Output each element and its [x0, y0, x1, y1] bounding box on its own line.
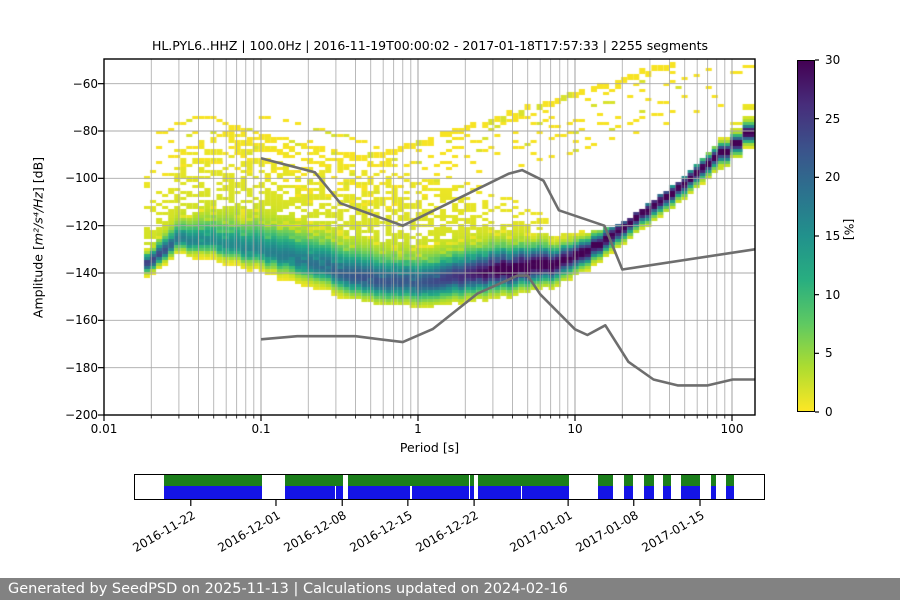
- availability-green-segment: [726, 475, 734, 486]
- y-axis-label: Amplitude [m²/s⁴/Hz] [dB]: [31, 108, 46, 368]
- availability-blue-segment: [470, 486, 474, 499]
- y-axis-label-suffix: ] [dB]: [30, 156, 46, 193]
- x-tick-label: 1: [414, 422, 422, 436]
- colorbar-tick-label: 25: [825, 111, 841, 126]
- availability-blue-segment: [521, 486, 570, 499]
- x-tick-label: 0.01: [90, 422, 118, 436]
- peterson-high-noise-model-line: [260, 156, 756, 271]
- colorbar-tick-label: 10: [825, 287, 841, 302]
- availability-blue-segment: [624, 486, 633, 499]
- y-tick-label: −180: [65, 360, 98, 375]
- colorbar-tick-label: 30: [825, 53, 841, 67]
- availability-green-segment: [644, 475, 655, 486]
- availability-blue-segment: [726, 486, 734, 499]
- availability-green-segment: [663, 475, 671, 486]
- colorbar: [797, 60, 815, 412]
- availability-green-segment: [624, 475, 633, 486]
- ppsd-density-heatmap: [104, 59, 755, 415]
- y-axis-label-units: m²/s⁴/Hz: [30, 192, 46, 246]
- availability-blue-segment: [478, 486, 522, 499]
- y-axis-label-prefix: Amplitude [: [30, 245, 46, 319]
- availability-green-segment: [285, 475, 344, 486]
- x-tick-label: 100: [720, 422, 744, 436]
- colorbar-tick-label: 20: [825, 170, 841, 185]
- x-tick-label: 0.1: [251, 422, 271, 436]
- availability-blue-segment: [336, 486, 344, 499]
- colorbar-tick-label: 5: [825, 346, 833, 361]
- footer-text: Generated by SeedPSD on 2025-11-13 | Cal…: [8, 581, 568, 597]
- availability-blue-segment: [663, 486, 671, 499]
- availability-green-segment: [598, 475, 614, 486]
- availability-green-segment: [348, 475, 469, 486]
- availability-blue-segment: [164, 486, 262, 499]
- peterson-low-noise-model-line: [260, 274, 755, 387]
- y-tick-label: −160: [65, 313, 98, 328]
- colorbar-tick-label: 0: [825, 405, 833, 419]
- y-tick-label: −200: [65, 408, 98, 422]
- availability-blue-segment: [711, 486, 717, 499]
- x-axis-label: Period [s]: [399, 440, 460, 455]
- availability-green-segment: [680, 475, 700, 486]
- availability-blue-segment: [348, 486, 411, 499]
- y-tick-label: −140: [65, 266, 98, 280]
- y-tick-label: −80: [72, 124, 98, 138]
- footer-bar: Generated by SeedPSD on 2025-11-13 | Cal…: [0, 578, 900, 600]
- y-tick-label: −120: [65, 218, 98, 233]
- availability-bar: [134, 474, 765, 500]
- colorbar-tick-label: 15: [825, 229, 841, 243]
- availability-blue-segment: [644, 486, 655, 499]
- availability-green-segment: [711, 475, 717, 486]
- availability-green-segment: [470, 475, 474, 486]
- plot-title: HL.PYL6..HHZ | 100.0Hz | 2016-11-19T00:0…: [151, 38, 709, 53]
- y-tick-label: −60: [72, 76, 98, 91]
- availability-blue-segment: [598, 486, 614, 499]
- availability-blue-segment: [285, 486, 335, 499]
- availability-green-segment: [478, 475, 570, 486]
- y-tick-label: −100: [65, 171, 98, 186]
- x-tick-label: 10: [567, 422, 583, 436]
- availability-green-segment: [164, 475, 262, 486]
- plot-frame: [103, 58, 756, 416]
- availability-blue-segment: [680, 486, 700, 499]
- availability-blue-segment: [412, 486, 469, 499]
- colorbar-label: [%]: [841, 218, 857, 241]
